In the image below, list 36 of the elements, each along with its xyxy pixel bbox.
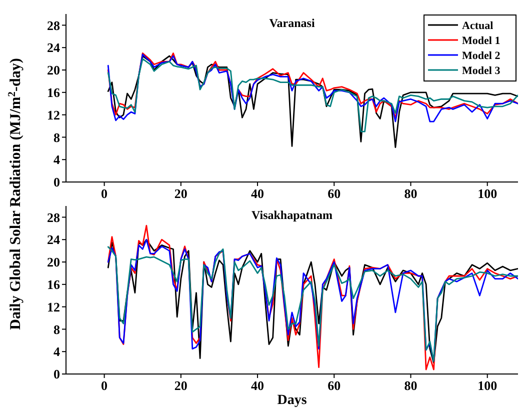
x-tick-label: 40: [251, 378, 264, 393]
legend-label: Actual: [462, 20, 494, 32]
x-tick-label: 60: [328, 186, 341, 201]
y-tick-label: 4: [54, 152, 60, 168]
y-tick-label: 12: [47, 107, 60, 122]
y-tick-label: 28: [47, 18, 60, 33]
y-tick-label: 12: [47, 299, 60, 314]
x-tick-label: 0: [101, 186, 108, 201]
x-tick-label: 20: [174, 186, 188, 201]
y-tick-label: 8: [54, 130, 60, 145]
line-series: [107, 58, 518, 132]
legend-label: Model 2: [462, 50, 501, 62]
legend-label: Model 3: [462, 64, 501, 77]
y-tick-label: 0: [54, 174, 60, 190]
x-tick-label: 0: [101, 378, 108, 393]
x-tick-label: 20: [174, 378, 188, 393]
y-tick-label: 20: [47, 254, 60, 270]
x-tick-label: 80: [404, 378, 418, 393]
chart-title: Varanasi: [269, 16, 316, 30]
x-tick-label: 100: [478, 186, 498, 201]
chart-title: Visakhapatnam: [252, 208, 332, 222]
y-tick-label: 0: [54, 366, 60, 382]
y-tick-label: 16: [47, 84, 60, 100]
x-tick-label: 40: [251, 186, 264, 201]
x-tick-label: 80: [404, 186, 418, 201]
y-tick-label: 24: [47, 40, 60, 56]
legend-label: Model 1: [462, 34, 500, 47]
x-tick-label: 60: [328, 378, 341, 393]
y-tick-label: 20: [47, 62, 60, 78]
x-tick-label: 100: [478, 378, 498, 393]
y-tick-label: 16: [47, 276, 60, 292]
y-tick-label: 4: [54, 344, 60, 360]
x-axis-title: Days: [277, 393, 308, 408]
y-tick-label: 24: [47, 232, 60, 248]
y-tick-label: 8: [54, 322, 60, 337]
y-tick-label: 28: [47, 210, 60, 225]
